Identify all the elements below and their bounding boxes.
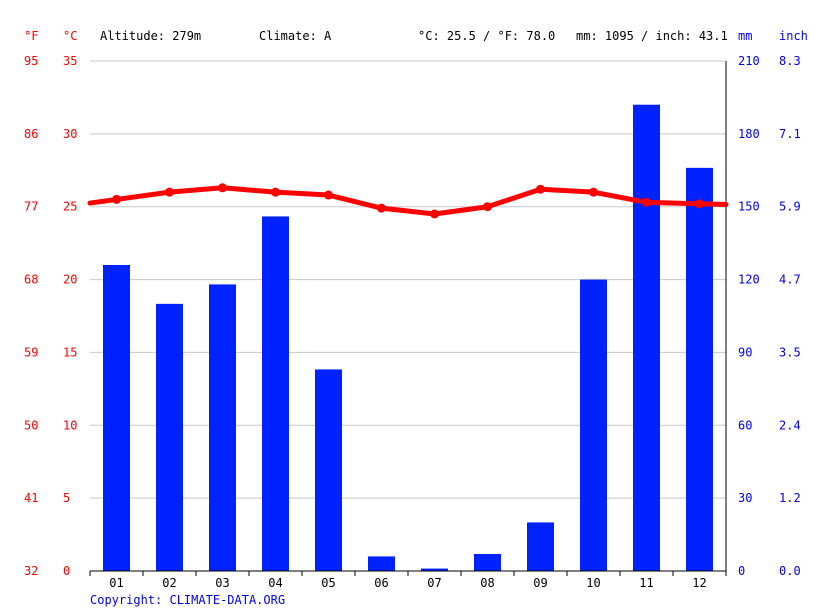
inch-tick-label: 2.4	[779, 418, 801, 432]
temperature-point	[695, 199, 704, 209]
month-tick-label: 09	[533, 576, 547, 590]
celsius-tick-label: 10	[63, 418, 77, 432]
mm-tick-label: 120	[738, 273, 760, 287]
precipitation-bar	[474, 554, 501, 571]
fahrenheit-unit-label: °F	[24, 29, 38, 43]
mm-tick-label: 150	[738, 200, 760, 214]
celsius-tick-label: 35	[63, 54, 77, 68]
fahrenheit-tick-label: 50	[24, 418, 38, 432]
fahrenheit-tick-label: 32	[24, 564, 38, 578]
month-tick-label: 04	[268, 576, 282, 590]
inch-unit-label: inch	[779, 29, 808, 43]
precipitation-bar	[421, 568, 448, 571]
fahrenheit-tick-label: 77	[24, 200, 38, 214]
temperature-point	[430, 209, 439, 219]
temperature-point	[642, 197, 651, 207]
fahrenheit-tick-label: 59	[24, 345, 38, 359]
mm-unit-label: mm	[738, 29, 752, 43]
mm-tick-label: 0	[738, 564, 745, 578]
precipitation-bars	[103, 104, 713, 571]
temperature-point	[483, 202, 492, 212]
month-tick-label: 02	[162, 576, 176, 590]
month-tick-label: 11	[639, 576, 653, 590]
temperature-point	[218, 183, 227, 193]
inch-tick-label: 3.5	[779, 345, 801, 359]
mm-tick-label: 210	[738, 54, 760, 68]
precipitation-bar	[262, 216, 289, 571]
celsius-tick-label: 25	[63, 200, 77, 214]
month-tick-label: 12	[692, 576, 706, 590]
precipitation-bar	[368, 556, 395, 571]
mm-tick-label: 60	[738, 418, 752, 432]
precipitation-bar	[315, 369, 342, 571]
copyright-text: Copyright: CLIMATE-DATA.ORG	[90, 593, 285, 607]
mm-tick-label: 30	[738, 491, 752, 505]
month-tick-label: 05	[321, 576, 335, 590]
month-tick-label: 06	[374, 576, 388, 590]
inch-tick-label: 8.3	[779, 54, 801, 68]
fahrenheit-tick-label: 41	[24, 491, 38, 505]
temperature-point	[536, 184, 545, 194]
month-tick-label: 10	[586, 576, 600, 590]
inch-tick-label: 1.2	[779, 491, 801, 505]
right-axis-ticks: 0 0.0 30 1.2 60 2.4 90 3.5 120 4.7 150 5.9 180 7.1 210…	[738, 54, 801, 578]
fahrenheit-tick-label: 68	[24, 273, 38, 287]
inch-tick-label: 4.7	[779, 273, 801, 287]
altitude-label: Altitude: 279m	[100, 29, 201, 43]
temperature-average-label: °C: 25.5 / °F: 78.0	[418, 29, 555, 43]
precipitation-bar	[580, 279, 607, 571]
temperature-point	[589, 187, 598, 197]
mm-tick-label: 180	[738, 127, 760, 141]
celsius-tick-label: 20	[63, 273, 77, 287]
celsius-tick-label: 0	[63, 564, 70, 578]
temperature-point	[324, 190, 333, 200]
inch-tick-label: 0.0	[779, 564, 801, 578]
precipitation-bar	[209, 284, 236, 571]
chart-axes	[90, 61, 727, 572]
inch-tick-label: 7.1	[779, 127, 801, 141]
left-axis-ticks: 32 0 41 5 50 10 59 15 68 20 77 25 86 30 95 35	[24, 54, 77, 578]
temperature-line-path	[87, 185, 729, 217]
fahrenheit-tick-label: 86	[24, 127, 38, 141]
temperature-point	[112, 194, 121, 204]
celsius-tick-label: 5	[63, 491, 70, 505]
celsius-tick-label: 15	[63, 345, 77, 359]
temperature-line	[87, 183, 729, 219]
chart-header: °F °C Altitude: 279m Climate: A °C: 25.5…	[24, 29, 808, 43]
temperature-point	[271, 187, 280, 197]
precipitation-average-label: mm: 1095 / inch: 43.1	[576, 29, 728, 43]
month-tick-label: 07	[427, 576, 441, 590]
precipitation-bar	[686, 167, 713, 571]
temperature-point	[377, 203, 386, 213]
month-axis-ticks: 01 02 03 04 05 06 07 08 09 10 11 12	[89, 571, 727, 590]
month-tick-label: 01	[109, 576, 123, 590]
grid-lines	[90, 60, 726, 499]
celsius-tick-label: 30	[63, 127, 77, 141]
mm-tick-label: 90	[738, 345, 752, 359]
precipitation-bar	[633, 104, 660, 571]
month-tick-label: 03	[215, 576, 229, 590]
precipitation-bar	[527, 522, 554, 571]
celsius-unit-label: °C	[63, 29, 77, 43]
fahrenheit-tick-label: 95	[24, 54, 38, 68]
precipitation-bar	[156, 303, 183, 571]
precipitation-bar	[103, 265, 130, 571]
inch-tick-label: 5.9	[779, 200, 801, 214]
temperature-point	[165, 187, 174, 197]
climate-label: Climate: A	[259, 29, 332, 43]
month-tick-label: 08	[480, 576, 494, 590]
